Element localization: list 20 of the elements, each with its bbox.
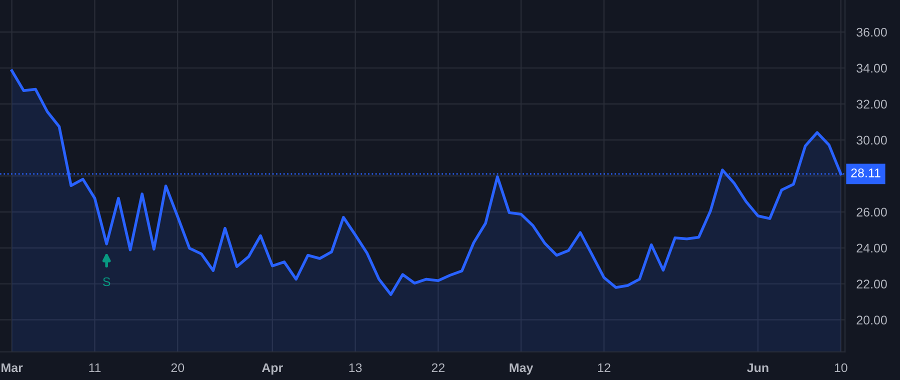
x-tick-label: 13 [349, 363, 362, 372]
y-tick-label: 30.00 [856, 136, 887, 145]
y-tick-label: 22.00 [856, 280, 887, 289]
y-tick-label: 20.00 [856, 316, 887, 325]
y-tick-label: 36.00 [856, 28, 887, 37]
ref-line-label: 28.11 [851, 168, 880, 178]
x-tick-label: Apr [262, 363, 283, 375]
y-tick-label: 26.00 [856, 208, 887, 217]
x-tick-label: 11 [89, 363, 101, 372]
y-tick-label: 32.00 [856, 100, 887, 109]
y-tick-label: 34.00 [856, 64, 887, 73]
annotation: S [102, 277, 110, 286]
x-tick-label: 20 [171, 363, 184, 372]
x-tick-label: Mar [2, 363, 23, 372]
x-tick-label: 12 [598, 363, 610, 372]
x-tick-label: 22 [432, 363, 445, 372]
x-tick-label: May [510, 363, 534, 375]
x-tick-label: Jun [747, 363, 768, 372]
y-tick-label: 24.00 [856, 244, 887, 253]
x-tick-label: 10 [834, 363, 848, 372]
